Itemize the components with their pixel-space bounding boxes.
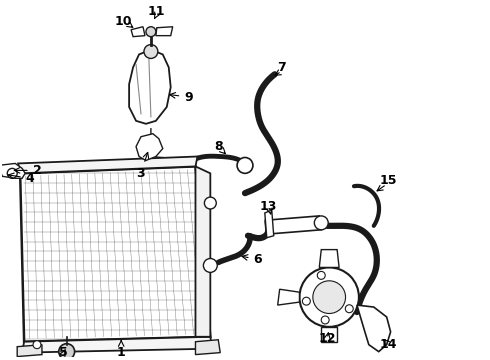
Circle shape bbox=[59, 344, 74, 360]
Circle shape bbox=[313, 281, 345, 314]
Polygon shape bbox=[196, 166, 210, 337]
Circle shape bbox=[146, 27, 156, 37]
Text: 7: 7 bbox=[277, 61, 286, 74]
Polygon shape bbox=[156, 27, 172, 36]
Text: 2: 2 bbox=[14, 164, 41, 177]
Circle shape bbox=[299, 267, 359, 327]
Text: 1: 1 bbox=[117, 340, 125, 359]
Circle shape bbox=[315, 216, 328, 230]
Polygon shape bbox=[0, 163, 25, 178]
Text: 12: 12 bbox=[318, 332, 336, 345]
Text: 9: 9 bbox=[170, 91, 193, 104]
Polygon shape bbox=[270, 216, 321, 234]
Polygon shape bbox=[18, 157, 197, 173]
Text: 6: 6 bbox=[242, 253, 262, 266]
Polygon shape bbox=[265, 210, 274, 238]
Polygon shape bbox=[22, 337, 212, 352]
Circle shape bbox=[204, 197, 216, 209]
Text: 4: 4 bbox=[8, 172, 34, 185]
Circle shape bbox=[33, 341, 41, 348]
Circle shape bbox=[237, 157, 253, 173]
Polygon shape bbox=[17, 345, 42, 357]
Polygon shape bbox=[136, 134, 163, 161]
Text: 10: 10 bbox=[115, 15, 132, 28]
Polygon shape bbox=[196, 340, 220, 355]
Circle shape bbox=[321, 316, 329, 324]
Circle shape bbox=[345, 305, 353, 313]
Polygon shape bbox=[357, 305, 391, 352]
Circle shape bbox=[203, 258, 217, 273]
Text: 3: 3 bbox=[137, 152, 148, 180]
Text: 15: 15 bbox=[380, 174, 397, 187]
Polygon shape bbox=[319, 249, 339, 267]
Polygon shape bbox=[131, 27, 145, 37]
Circle shape bbox=[144, 45, 158, 58]
Text: 8: 8 bbox=[214, 140, 222, 153]
Text: 5: 5 bbox=[59, 346, 68, 359]
Circle shape bbox=[7, 168, 17, 178]
Polygon shape bbox=[321, 327, 337, 342]
Circle shape bbox=[302, 297, 310, 305]
Text: 14: 14 bbox=[380, 338, 397, 351]
Circle shape bbox=[318, 271, 325, 279]
Polygon shape bbox=[278, 289, 299, 305]
Polygon shape bbox=[129, 50, 171, 124]
Text: 13: 13 bbox=[259, 199, 276, 212]
Text: 11: 11 bbox=[147, 5, 165, 18]
